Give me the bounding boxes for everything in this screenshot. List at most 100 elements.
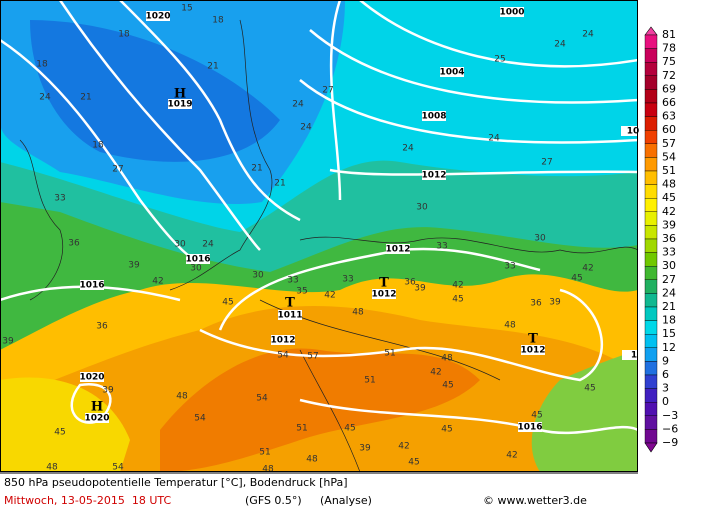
colorbar-label: 66: [662, 96, 676, 109]
isobar: [0, 38, 201, 264]
contour-label: 39: [128, 261, 140, 271]
isobar: [299, 79, 639, 144]
contour-label: 45: [571, 274, 582, 284]
pressure-label: 1012: [421, 171, 446, 181]
pressure-label: 1019: [167, 100, 192, 110]
pressure-label: 1016: [185, 255, 210, 265]
colorbar-label: 12: [662, 341, 676, 354]
contour-label: 33: [504, 262, 515, 272]
colorbar-label: 15: [662, 327, 676, 340]
colorbar-band: [644, 429, 658, 444]
isobar: [58, 0, 261, 251]
contour-label: 36: [530, 299, 542, 309]
pressure-center: H: [174, 87, 186, 102]
contour-label: 45: [584, 384, 595, 394]
contour-label: 39: [2, 337, 14, 347]
colorbar-band: [644, 266, 658, 281]
contour-label: 24: [488, 134, 500, 144]
contour-label: 42: [430, 368, 441, 378]
pressure-label-bg: [271, 335, 295, 345]
colorbar-band: [644, 157, 658, 172]
isobar: [329, 168, 639, 176]
pressure-center: T: [285, 296, 295, 311]
colorbar-band: [644, 211, 658, 226]
pressure-label: 1004: [439, 68, 464, 78]
pressure-label: 1020: [145, 12, 170, 22]
contour-label: 24: [582, 30, 594, 40]
colorbar-label: 57: [662, 137, 676, 150]
footer-run: (Analyse): [320, 494, 372, 507]
contour-label: 39: [414, 284, 426, 294]
colorbar-label: 30: [662, 259, 676, 272]
colorbar-label: 63: [662, 110, 676, 123]
colorbar-label: 18: [662, 314, 676, 327]
coast: [19, 139, 63, 301]
colorbar-band: [644, 129, 658, 144]
contour-label: 45: [442, 381, 453, 391]
pressure-label: 1012: [520, 346, 545, 356]
footer-credit: © www.wetter3.de: [483, 494, 587, 507]
contour-label: 18: [118, 30, 130, 40]
contour-label: 45: [344, 424, 355, 434]
contour-label: 51: [259, 448, 270, 458]
contour-label: 18: [92, 141, 104, 151]
contour-label: 33: [54, 194, 65, 204]
contour-label: 48: [504, 321, 516, 331]
contour-label: 21: [274, 179, 285, 189]
pressure-center: H: [91, 400, 103, 415]
colorbar-label: 24: [662, 286, 676, 299]
pressure-label: 1012: [385, 245, 410, 255]
pressure-label-bg: [422, 111, 446, 121]
colorbar: 8178757269666360575451484542393633302724…: [644, 26, 678, 453]
coast: [169, 19, 273, 291]
colorbar-label: −6: [662, 422, 678, 435]
colorbar-arrow: [644, 442, 658, 453]
pressure-label: 1008: [421, 112, 446, 122]
colorbar-band: [644, 334, 658, 349]
contour-label: 48: [441, 354, 453, 364]
contour-label: 48: [176, 392, 188, 402]
colorbar-band: [644, 34, 658, 49]
contour-label: 39: [549, 298, 561, 308]
pressure-label: 1012: [371, 290, 396, 300]
footer-date: Mittwoch, 13-05-2015 18 UTC: [4, 494, 171, 507]
colorbar-label: 60: [662, 123, 676, 136]
contour-label: 24: [300, 123, 312, 133]
contour-label: 48: [352, 308, 364, 318]
colorbar-label: 81: [662, 28, 676, 41]
colorbar-label: 72: [662, 69, 676, 82]
colorbar-label: 78: [662, 42, 676, 55]
zone: [30, 20, 280, 162]
isobar: [119, 0, 301, 222]
pressure-label-bg: [440, 67, 464, 77]
contour-label: 33: [436, 242, 447, 252]
contour-label: 42: [152, 277, 163, 287]
contour-label: 54: [277, 351, 289, 361]
colorbar-label: 6: [662, 368, 669, 381]
contour-label: 45: [441, 425, 452, 435]
pressure-label: 1012: [270, 336, 295, 346]
colorbar-band: [644, 62, 658, 77]
colorbar-label: 48: [662, 178, 676, 191]
contour-label: 27: [322, 86, 333, 96]
footer-model: (GFS 0.5°): [245, 494, 302, 507]
pressure-label-bg: [422, 170, 446, 180]
colorbar-label: 54: [662, 150, 676, 163]
contour-label: 21: [80, 93, 91, 103]
contour-label: 45: [408, 458, 419, 468]
contour-label: 54: [194, 414, 206, 424]
contour-label: 35: [296, 287, 307, 297]
contour-label: 42: [398, 442, 409, 452]
contour-label: 42: [506, 451, 517, 461]
map-frame: [0, 0, 638, 472]
colorbar-band: [644, 197, 658, 212]
contour-label: 45: [54, 428, 65, 438]
contour-label: 24: [202, 240, 214, 250]
colorbar-band: [644, 252, 658, 267]
colorbar-band: [644, 320, 658, 335]
pressure-label: 1016: [517, 423, 542, 433]
colorbar-arrow: [644, 26, 658, 36]
contour-label: 57: [307, 352, 318, 362]
contour-label: 54: [112, 463, 124, 473]
colorbar-label: −9: [662, 436, 678, 449]
